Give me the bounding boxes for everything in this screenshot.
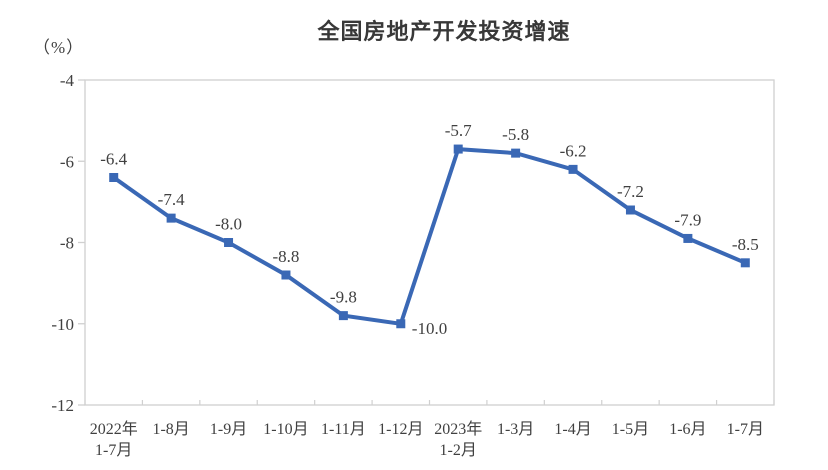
x-tick-label: 1-6月 bbox=[669, 421, 706, 438]
data-point-label: -5.8 bbox=[502, 125, 529, 144]
y-tick-label: -10 bbox=[51, 315, 74, 334]
x-tick-label: 1-9月 bbox=[210, 421, 247, 438]
x-tick-label: 1-3月 bbox=[497, 421, 534, 438]
x-tick-label: 2023年 1-2月 bbox=[434, 420, 482, 459]
x-tick-label: 1-11月 bbox=[321, 421, 366, 438]
data-point-marker bbox=[338, 311, 348, 321]
data-point-marker bbox=[453, 144, 463, 154]
data-point-label: -9.8 bbox=[330, 288, 357, 307]
x-tick-label: 1-10月 bbox=[263, 421, 308, 438]
data-point-label: -8.8 bbox=[272, 247, 299, 266]
x-tick-label: 1-4月 bbox=[554, 421, 591, 438]
data-point-marker bbox=[109, 173, 119, 182]
data-point-marker bbox=[683, 233, 693, 243]
data-point-label: -6.4 bbox=[100, 150, 127, 169]
x-tick-label: 1-8月 bbox=[152, 421, 189, 438]
y-tick-label: -4 bbox=[60, 71, 75, 90]
x-tick-label: 2022年 1-7月 bbox=[90, 420, 138, 459]
y-tick-label: -6 bbox=[60, 152, 74, 171]
data-point-marker bbox=[281, 270, 291, 280]
data-point-label: -7.4 bbox=[158, 190, 185, 209]
data-point-label: -7.9 bbox=[674, 210, 701, 229]
x-tick-label: 1-7月 bbox=[727, 421, 764, 438]
x-tick-label: 1-5月 bbox=[612, 421, 649, 438]
data-point-marker bbox=[224, 238, 234, 247]
data-point-marker bbox=[568, 164, 578, 174]
y-axis-unit-label: （%） bbox=[33, 38, 85, 57]
data-point-label: -8.5 bbox=[732, 235, 759, 254]
data-point-label: -10.0 bbox=[412, 319, 447, 338]
chart-title: 全国房地产开发投资增速 bbox=[317, 19, 571, 44]
data-point-label: -6.2 bbox=[560, 141, 587, 160]
data-point-marker bbox=[166, 213, 176, 223]
data-point-label: -7.2 bbox=[617, 182, 644, 201]
data-point-marker bbox=[625, 205, 635, 215]
data-point-label: -8.0 bbox=[215, 215, 242, 234]
data-point-label: -5.7 bbox=[445, 121, 472, 140]
data-point-marker bbox=[396, 319, 406, 329]
y-tick-label: -8 bbox=[60, 234, 74, 253]
series-line bbox=[112, 146, 747, 327]
data-point-marker bbox=[740, 258, 750, 268]
y-tick-label: -12 bbox=[51, 396, 74, 415]
x-tick-label: 1-12月 bbox=[378, 421, 423, 438]
data-point-marker bbox=[511, 148, 521, 158]
